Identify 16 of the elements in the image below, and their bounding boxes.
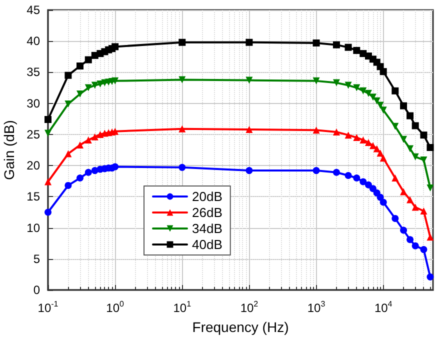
y-tick-label: 20	[26, 158, 40, 173]
legend-label: 20dB	[192, 189, 222, 204]
y-tick-label: 15	[26, 190, 40, 204]
y-tick-label: 35	[26, 65, 40, 80]
y-tick-label: 30	[26, 96, 40, 110]
legend-label: 34dB	[192, 221, 222, 236]
x-axis-title: Frequency (Hz)	[192, 319, 289, 335]
y-tick-label: 45	[26, 3, 40, 17]
y-tick-label: 5	[33, 252, 40, 266]
legend-label: 26dB	[192, 205, 222, 220]
y-tick-label: 10	[26, 220, 40, 235]
y-tick-label: 40	[26, 34, 40, 48]
y-axis-title: Gain (dB)	[0, 120, 17, 180]
legend-label: 40dB	[192, 237, 222, 252]
y-tick-label: 0	[33, 283, 40, 297]
y-tick-label: 25	[26, 127, 40, 142]
